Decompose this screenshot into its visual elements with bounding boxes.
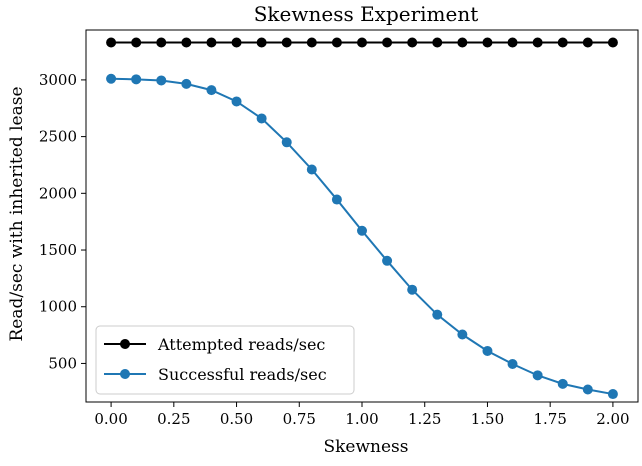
series-1-point [281, 37, 292, 48]
series-1-point [482, 37, 493, 48]
series-2-point [557, 378, 568, 389]
y-tick-label: 500 [48, 354, 77, 372]
series-2-point [432, 309, 443, 320]
plot-area: 0.00 0.25 0.50 0.75 1.00 1.25 1.50 1.75 2.00 500 1… [39, 29, 639, 428]
series-2-point [156, 75, 167, 86]
series-1-point [156, 37, 167, 48]
series-1-point [206, 37, 217, 48]
series-1-point [532, 37, 543, 48]
series-2-point [306, 164, 317, 175]
series-1-point [582, 37, 593, 48]
series-1-point [256, 37, 267, 48]
y-tick-label: 3000 [39, 71, 77, 89]
series-1-point [331, 37, 342, 48]
series-1-point [181, 37, 192, 48]
x-tick-label: 0.75 [283, 410, 316, 428]
series-1-point [507, 37, 518, 48]
series-2-point [206, 85, 217, 96]
series-1-point [131, 37, 142, 48]
series-2-point [607, 389, 618, 400]
series-2-point [106, 73, 117, 84]
series-1-point [357, 37, 367, 48]
x-tick-label: 1.75 [533, 410, 566, 428]
series-2-point [407, 284, 418, 295]
series-1-point [557, 37, 568, 48]
legend-swatch-marker [120, 369, 130, 379]
series-2-point [231, 96, 242, 107]
x-tick-label: 1.25 [408, 410, 441, 428]
legend-label: Successful reads/sec [158, 365, 327, 384]
series-2-point [457, 329, 468, 340]
x-tick-label: 0.00 [94, 410, 127, 428]
series-2-point [331, 194, 342, 205]
y-tick-label: 2000 [39, 184, 77, 202]
x-tick-label: 1.50 [471, 410, 504, 428]
series-2-point [281, 137, 292, 148]
series-2-point [357, 225, 367, 236]
series-2-point [382, 255, 393, 266]
x-tick-label: 0.50 [220, 410, 253, 428]
x-tick-label: 1.00 [345, 410, 378, 428]
legend-label: Attempted reads/sec [157, 335, 325, 354]
legend: Attempted reads/sec Successful reads/sec [95, 325, 355, 395]
x-tick-label: 2.00 [596, 410, 629, 428]
series-2-point [482, 345, 493, 356]
legend-box [95, 325, 355, 395]
y-tick-label: 1500 [39, 241, 77, 259]
y-tick-label: 2500 [39, 128, 77, 146]
series-2-point [131, 74, 142, 85]
x-axis-title: Skewness [323, 437, 408, 457]
series-2-point [256, 113, 267, 124]
series-2-point [181, 78, 192, 89]
series-1-point [382, 37, 393, 48]
series-1-point [457, 37, 468, 48]
series-1-point [407, 37, 418, 48]
series-1-point [432, 37, 443, 48]
legend-swatch-marker [120, 339, 130, 349]
y-tick-label: 1000 [39, 298, 77, 316]
series-2-point [532, 370, 543, 381]
chart-title: Skewness Experiment [254, 2, 479, 26]
series-1-point [106, 37, 117, 48]
x-tick-label: 0.25 [157, 410, 190, 428]
y-axis-title: Read/sec with inherited lease [7, 86, 27, 341]
series-2-point [507, 359, 518, 370]
series-1-point [231, 37, 242, 48]
series-2-point [582, 384, 593, 395]
series-1-point [306, 37, 317, 48]
series-1-point [607, 37, 618, 48]
